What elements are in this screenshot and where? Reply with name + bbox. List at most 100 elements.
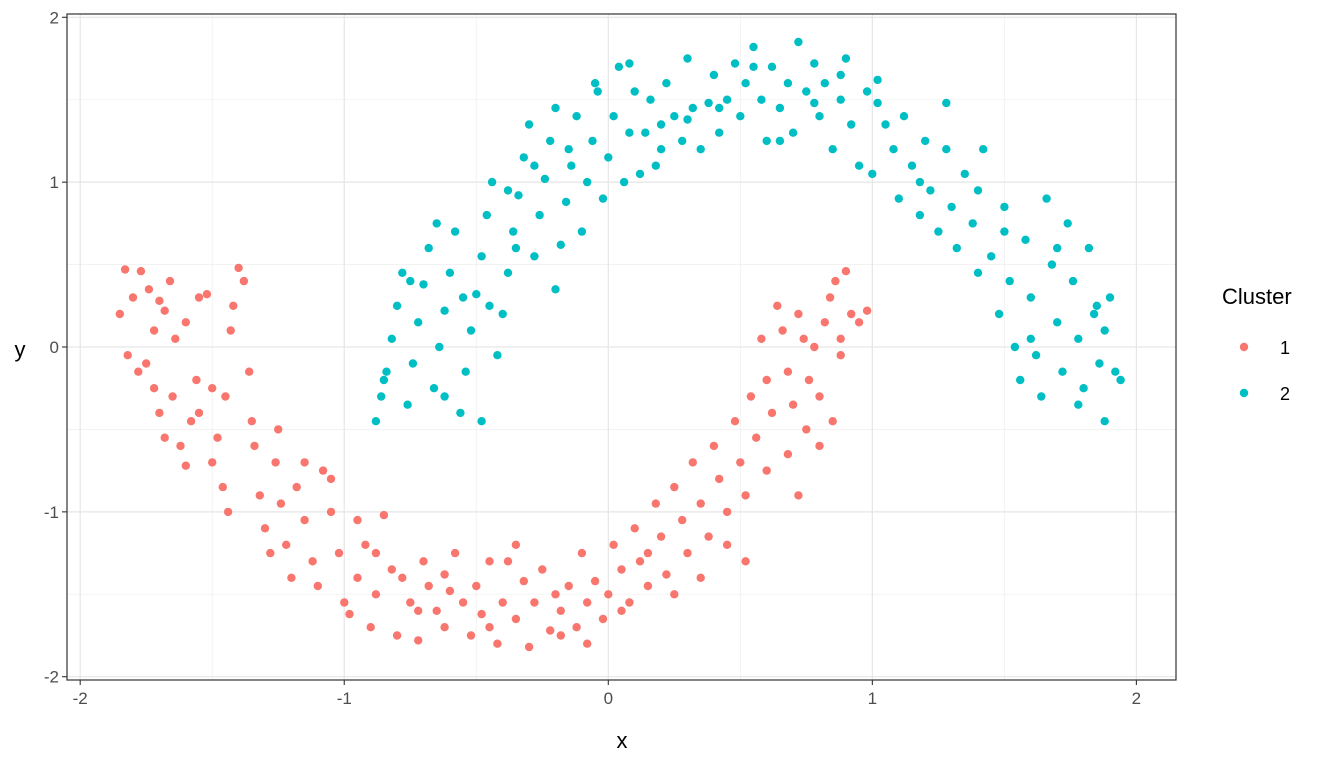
data-point-cluster-2 xyxy=(973,186,983,195)
data-point-cluster-2 xyxy=(915,210,925,220)
data-point-cluster-1 xyxy=(250,441,259,451)
data-point-cluster-2 xyxy=(926,186,935,195)
data-point-cluster-1 xyxy=(353,515,362,525)
data-point-cluster-2 xyxy=(973,268,983,277)
data-point-cluster-1 xyxy=(271,458,280,467)
data-point-cluster-2 xyxy=(625,59,634,68)
legend-key-2 xyxy=(1239,388,1249,398)
data-point-cluster-1 xyxy=(477,609,486,619)
data-point-cluster-1 xyxy=(142,359,151,368)
data-point-cluster-2 xyxy=(403,400,412,409)
data-point-cluster-2 xyxy=(741,79,750,88)
data-point-cluster-1 xyxy=(598,614,608,624)
data-point-cluster-2 xyxy=(1031,351,1041,360)
x-tick-label: 1 xyxy=(868,689,877,708)
data-point-cluster-1 xyxy=(604,590,613,599)
data-point-cluster-1 xyxy=(194,408,204,418)
legend-label-2: 2 xyxy=(1280,384,1290,404)
y-tick-label: -1 xyxy=(44,503,59,522)
data-point-cluster-2 xyxy=(1047,260,1057,269)
data-point-cluster-1 xyxy=(538,565,547,574)
data-point-cluster-1 xyxy=(406,598,415,607)
data-point-cluster-2 xyxy=(696,145,705,154)
data-point-cluster-2 xyxy=(767,62,777,71)
data-point-cluster-2 xyxy=(625,128,634,137)
data-point-cluster-2 xyxy=(1058,367,1067,376)
data-point-cluster-2 xyxy=(794,37,803,47)
data-point-cluster-2 xyxy=(1026,293,1036,302)
data-point-cluster-2 xyxy=(477,252,486,261)
data-point-cluster-1 xyxy=(696,499,705,508)
data-point-cluster-2 xyxy=(387,334,396,343)
data-point-cluster-1 xyxy=(208,384,217,393)
data-point-cluster-1 xyxy=(134,367,143,376)
data-points xyxy=(115,37,1125,652)
data-point-cluster-1 xyxy=(155,296,164,305)
data-point-cluster-2 xyxy=(590,79,600,88)
data-point-cluster-2 xyxy=(987,252,996,261)
data-point-cluster-1 xyxy=(213,433,222,442)
data-point-cluster-1 xyxy=(590,576,600,586)
data-point-cluster-2 xyxy=(1116,375,1125,385)
data-point-cluster-1 xyxy=(794,491,803,500)
data-point-cluster-2 xyxy=(960,169,969,179)
data-point-cluster-1 xyxy=(371,590,381,599)
data-point-cluster-2 xyxy=(656,120,666,129)
data-point-cluster-1 xyxy=(128,293,138,302)
data-point-cluster-1 xyxy=(778,326,787,335)
data-point-cluster-1 xyxy=(181,461,190,470)
axes: -2 -1 0 1 2 -2 -1 0 1 2 xyxy=(44,8,1141,708)
data-point-cluster-1 xyxy=(458,598,468,607)
data-point-cluster-1 xyxy=(168,392,177,401)
data-point-cluster-1 xyxy=(670,590,679,599)
data-point-cluster-2 xyxy=(704,98,713,108)
data-point-cluster-1 xyxy=(226,326,235,335)
data-point-cluster-2 xyxy=(456,408,465,418)
data-point-cluster-2 xyxy=(1000,227,1009,236)
data-point-cluster-2 xyxy=(432,219,441,228)
data-point-cluster-2 xyxy=(551,103,560,113)
data-point-cluster-2 xyxy=(419,280,428,289)
data-point-cluster-1 xyxy=(366,623,375,632)
data-point-cluster-2 xyxy=(530,252,539,261)
data-point-cluster-2 xyxy=(524,120,534,129)
data-point-cluster-1 xyxy=(361,540,370,549)
data-point-cluster-2 xyxy=(1105,293,1115,302)
data-point-cluster-2 xyxy=(503,268,513,277)
data-point-cluster-2 xyxy=(519,153,528,162)
data-point-cluster-1 xyxy=(414,636,423,645)
data-point-cluster-2 xyxy=(722,95,732,104)
data-point-cluster-1 xyxy=(136,267,146,276)
data-point-cluster-2 xyxy=(709,70,719,80)
data-point-cluster-2 xyxy=(1100,417,1109,426)
data-point-cluster-1 xyxy=(617,606,626,615)
data-point-cluster-2 xyxy=(498,309,507,319)
data-point-cluster-2 xyxy=(947,202,956,212)
data-point-cluster-1 xyxy=(862,306,872,315)
data-point-cluster-2 xyxy=(408,359,418,368)
data-point-cluster-2 xyxy=(873,98,882,108)
data-point-cluster-2 xyxy=(934,227,943,236)
data-point-cluster-2 xyxy=(1021,235,1030,244)
data-point-cluster-1 xyxy=(123,351,132,360)
data-point-cluster-2 xyxy=(392,301,402,310)
data-point-cluster-1 xyxy=(485,623,494,632)
data-point-cluster-1 xyxy=(229,301,238,310)
data-point-cluster-1 xyxy=(340,598,349,607)
data-point-cluster-2 xyxy=(775,103,785,113)
legend-label-1: 1 xyxy=(1280,338,1290,358)
data-point-cluster-2 xyxy=(511,243,521,253)
legend: Cluster 1 2 xyxy=(1222,284,1292,404)
data-point-cluster-1 xyxy=(635,557,645,566)
data-point-cluster-2 xyxy=(1084,243,1094,253)
data-point-cluster-1 xyxy=(741,491,750,500)
data-point-cluster-2 xyxy=(662,79,671,88)
data-point-cluster-1 xyxy=(762,466,771,475)
data-point-cluster-2 xyxy=(1026,334,1036,343)
data-point-cluster-1 xyxy=(432,606,441,615)
data-point-cluster-1 xyxy=(313,581,322,591)
data-point-cluster-1 xyxy=(440,570,449,579)
data-point-cluster-1 xyxy=(696,573,705,582)
data-point-cluster-2 xyxy=(450,227,460,236)
data-point-cluster-2 xyxy=(1037,392,1046,401)
